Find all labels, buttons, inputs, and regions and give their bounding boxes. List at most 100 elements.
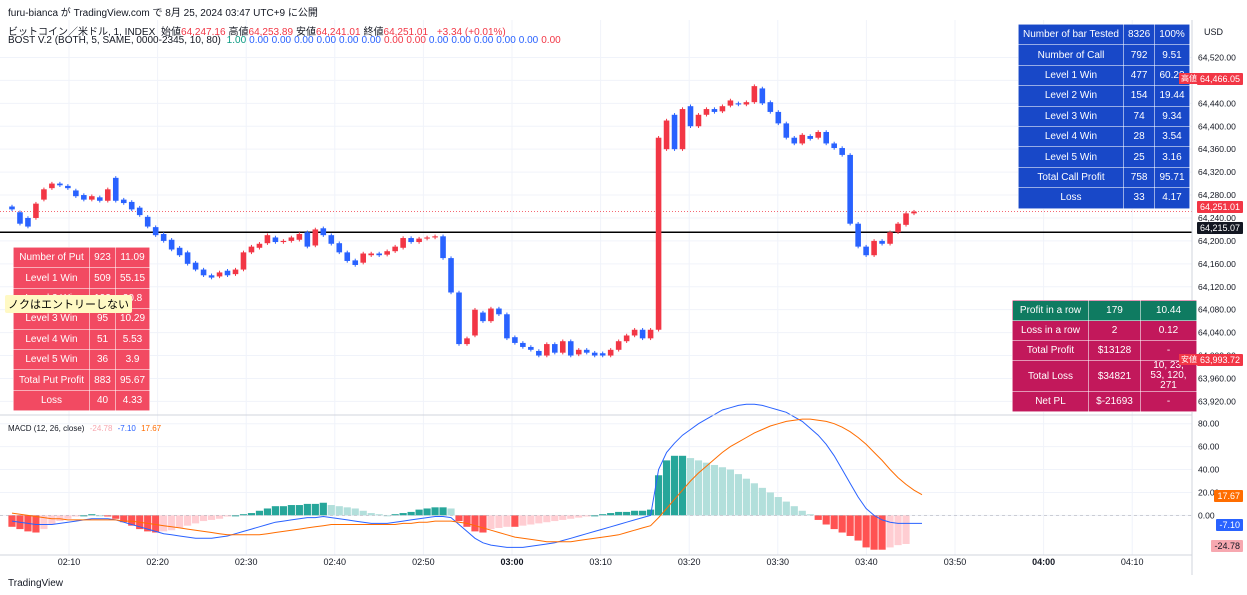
stat-label: Loss (1018, 187, 1124, 209)
stat-value: 4.33 (114, 389, 151, 412)
macd-hist-bar (431, 507, 439, 516)
macd-hist-bar (479, 515, 487, 533)
candle-body (392, 246, 398, 252)
candle-body (623, 335, 630, 342)
stat-label: Level 2 Win (1018, 85, 1124, 107)
y-tick-label: 64,520.00 (1198, 52, 1236, 62)
macd-hist-bar (327, 505, 335, 516)
macd-pane[interactable] (0, 403, 1192, 550)
macd-y-tick-label: 0.00 (1198, 510, 1215, 520)
candle-body (73, 190, 79, 197)
candle-body (65, 185, 71, 189)
candle-body (855, 223, 861, 247)
stat-value: 74 (1122, 105, 1156, 127)
macd-hist-bar (822, 515, 830, 525)
macd-hist-bar (662, 460, 671, 516)
x-tick-label: 04:00 (1032, 557, 1055, 567)
candle-body (264, 235, 271, 244)
macd-y-tick-label: 60.00 (1198, 442, 1220, 452)
macd-hist-bar (631, 510, 639, 516)
stat-value: 11.09 (114, 246, 151, 269)
macd-hist-bar (112, 515, 120, 519)
stat-value: 5.53 (114, 328, 151, 350)
price-pane[interactable] (0, 84, 1192, 358)
candle-body (232, 269, 239, 275)
macd-hist-bar (654, 475, 663, 516)
macd-hist-bar (152, 515, 160, 533)
stat-value: 25 (1122, 146, 1156, 168)
indicator-value: 0.00 (428, 35, 449, 46)
currency-label: USD (1203, 27, 1223, 37)
macd-hist-bar (215, 515, 224, 519)
stat-value: - (1140, 391, 1197, 412)
tradingview-logo[interactable]: TradingView (8, 578, 63, 589)
stat-value: $34821 (1088, 360, 1141, 392)
stat-row: Level 1 Win 509 55.15 (13, 267, 151, 289)
macd-hist-bar (120, 515, 128, 523)
x-tick-label: 03:30 (767, 557, 790, 567)
ohlc-label: 高値 (228, 27, 249, 38)
stat-value: 95.71 (1154, 166, 1190, 189)
stat-value: 33 (1122, 187, 1156, 209)
stat-row: Loss 40 4.33 (13, 389, 151, 412)
stat-label: Level 1 Win (13, 267, 90, 289)
macd-hist-bar (375, 514, 383, 516)
stat-label: Total Put Profit (13, 369, 90, 391)
stat-value: 3.9 (114, 348, 151, 371)
x-tick-label: 03:50 (944, 557, 967, 567)
macd-hist-bar (503, 515, 511, 527)
macd-hist-bar (48, 515, 56, 525)
candle-body (376, 253, 382, 256)
macd-hist-bar (303, 503, 311, 516)
macd-hist-bar (670, 455, 679, 516)
candle-body (400, 238, 406, 248)
candle-body (536, 350, 542, 356)
candle-body (791, 137, 798, 144)
macd-hist-bar (878, 515, 886, 550)
candle-body (456, 292, 462, 345)
candle-body (57, 183, 63, 186)
indicator-line[interactable]: BOST V.2 (BOTH, 5, SAME, 0000-2345, 10, … (8, 35, 567, 46)
stat-value: 4.17 (1154, 187, 1190, 209)
ohlc-label: 始値 (161, 27, 182, 38)
candle-body (272, 237, 279, 243)
stat-row: Profit in a row 179 10.44 (1012, 300, 1197, 321)
stat-row: Level 3 Win 74 9.34 (1018, 105, 1190, 127)
y-tick-label: 64,200.00 (1198, 236, 1236, 246)
indicator-value: 0.00 (383, 35, 404, 46)
stat-label: Level 5 Win (1018, 146, 1124, 168)
x-tick-label: 02:50 (412, 557, 435, 567)
macd-hist-bar (319, 502, 327, 516)
candle-body (544, 344, 550, 356)
stat-value: 2 (1088, 320, 1141, 341)
stat-row: Total Loss $34821 10, 23, 53, 120, 271 (1012, 360, 1197, 392)
macd-hist-bar (80, 515, 88, 517)
no-entry-overlay: ノクはエントリーしない (5, 295, 132, 313)
y-tick-label: 64,280.00 (1198, 190, 1236, 200)
stat-row: Number of Put 923 11.09 (13, 246, 151, 269)
macd-hist-bar (702, 462, 711, 516)
candle-body (336, 243, 343, 253)
candle-body (224, 270, 231, 276)
stat-label: Profit in a row (1012, 300, 1089, 321)
indicator-value: 0.00 (361, 35, 381, 46)
macd-signal-value: 17.67 (141, 424, 162, 433)
stat-row: Number of Call 792 9.51 (1018, 44, 1190, 66)
macd-hist-bar (615, 511, 623, 516)
macd-line-tag: -7.10 (1216, 519, 1243, 531)
stat-value: 9.51 (1154, 44, 1190, 66)
candle-body (360, 253, 367, 263)
stat-value: 19.44 (1154, 85, 1190, 107)
macd-y-tick-label: 80.00 (1198, 419, 1220, 429)
macd-signal-line (11, 418, 923, 543)
macd-hist-bar (199, 515, 208, 522)
macd-hist-bar (415, 509, 423, 516)
candle-body (240, 252, 247, 270)
candle-body (464, 338, 470, 345)
macd-hist-bar (623, 511, 631, 516)
candle-body (216, 272, 223, 277)
stat-row: Total Put Profit 883 95.67 (13, 369, 151, 391)
stat-value: $13128 (1088, 340, 1141, 361)
macd-legend[interactable]: MACD (12, 26, close) -24.78 -7.10 17.67 (8, 424, 164, 433)
